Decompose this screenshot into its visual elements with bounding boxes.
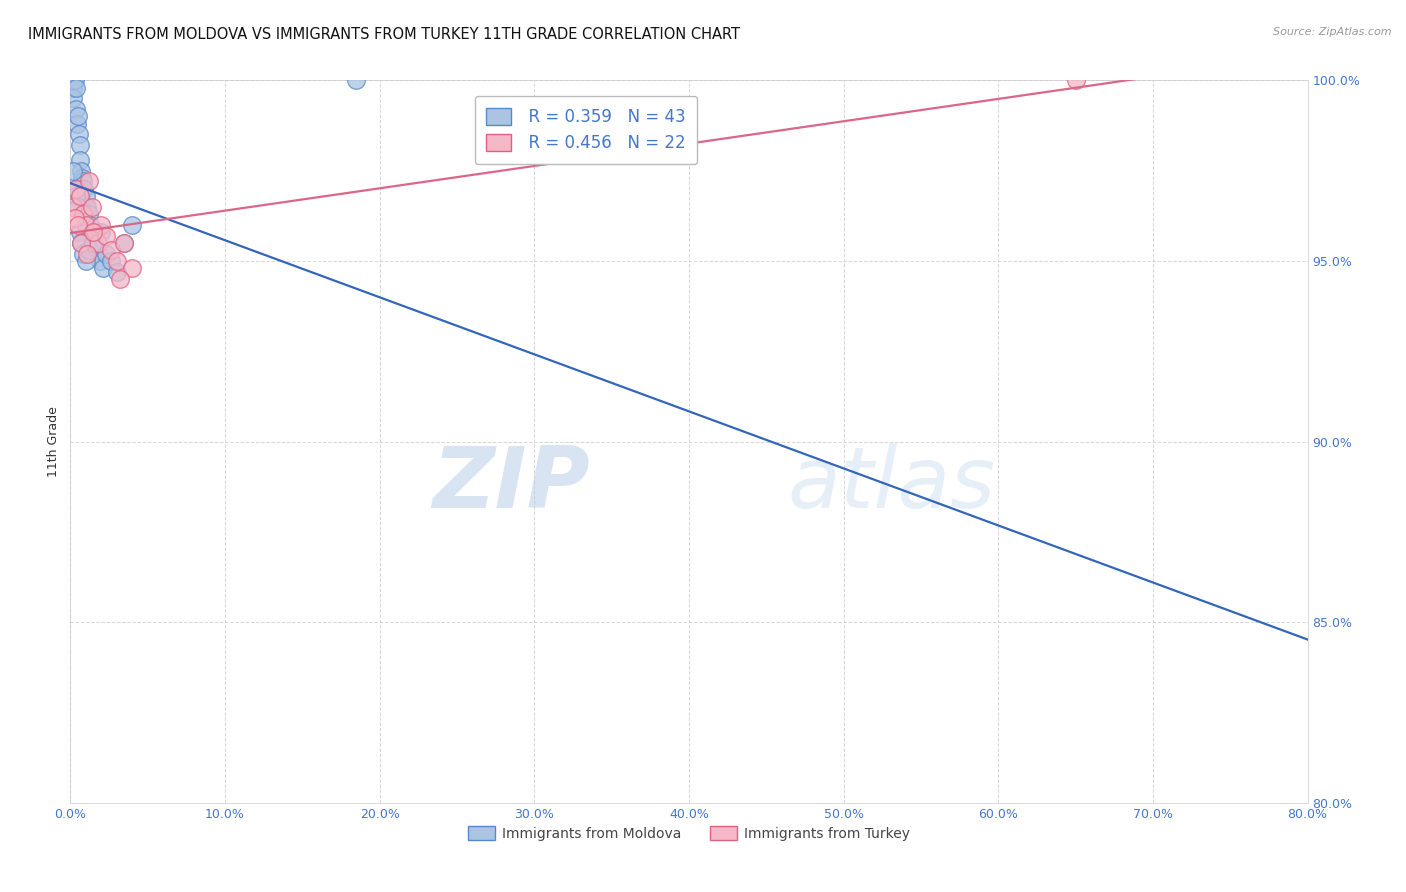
Point bbox=[72, 174, 94, 188]
Point bbox=[67, 200, 90, 214]
Point bbox=[121, 261, 143, 276]
Point bbox=[87, 235, 110, 250]
Point bbox=[80, 225, 103, 239]
Point bbox=[94, 246, 117, 260]
Point bbox=[65, 181, 87, 195]
Point bbox=[77, 207, 100, 221]
Point bbox=[67, 218, 90, 232]
Point bbox=[75, 218, 97, 232]
Point bbox=[70, 170, 93, 185]
Point bbox=[62, 163, 84, 178]
Text: Source: ZipAtlas.com: Source: ZipAtlas.com bbox=[1274, 27, 1392, 37]
Point bbox=[75, 189, 97, 203]
Point bbox=[77, 243, 100, 257]
Point bbox=[77, 174, 100, 188]
Point bbox=[79, 218, 101, 232]
Point bbox=[114, 235, 135, 250]
Point bbox=[82, 235, 105, 250]
Point bbox=[76, 246, 98, 260]
Point bbox=[73, 181, 96, 195]
Point bbox=[75, 254, 97, 268]
Point bbox=[63, 211, 86, 225]
Point bbox=[346, 73, 368, 87]
Point bbox=[100, 243, 122, 257]
Point bbox=[76, 200, 98, 214]
Point bbox=[66, 117, 89, 131]
Point bbox=[82, 225, 105, 239]
Point bbox=[94, 228, 117, 243]
Point bbox=[69, 153, 91, 167]
Point bbox=[105, 265, 128, 279]
Y-axis label: 11th Grade: 11th Grade bbox=[46, 406, 60, 477]
Text: atlas: atlas bbox=[787, 443, 995, 526]
Point bbox=[63, 73, 86, 87]
Point bbox=[91, 261, 114, 276]
Point bbox=[63, 73, 86, 87]
Point bbox=[80, 200, 103, 214]
Point bbox=[62, 91, 84, 105]
Point bbox=[70, 235, 93, 250]
Point bbox=[72, 181, 94, 195]
Point bbox=[70, 235, 93, 250]
Point bbox=[62, 80, 84, 95]
Text: IMMIGRANTS FROM MOLDOVA VS IMMIGRANTS FROM TURKEY 11TH GRADE CORRELATION CHART: IMMIGRANTS FROM MOLDOVA VS IMMIGRANTS FR… bbox=[28, 27, 740, 42]
Point bbox=[69, 189, 91, 203]
Point bbox=[121, 218, 143, 232]
Point bbox=[100, 254, 122, 268]
Point bbox=[82, 235, 105, 250]
Point bbox=[67, 128, 90, 142]
Text: ZIP: ZIP bbox=[432, 443, 591, 526]
Point bbox=[90, 218, 112, 232]
Point bbox=[105, 254, 128, 268]
Point bbox=[63, 181, 86, 195]
Point bbox=[62, 200, 84, 214]
Point bbox=[72, 207, 94, 221]
Point bbox=[67, 109, 90, 123]
Point bbox=[65, 102, 87, 116]
Point bbox=[69, 138, 91, 153]
Point bbox=[86, 243, 108, 257]
Point bbox=[90, 225, 112, 239]
Point bbox=[1064, 73, 1087, 87]
Point bbox=[65, 189, 87, 203]
Point bbox=[72, 246, 94, 260]
Point bbox=[70, 163, 93, 178]
Legend: Immigrants from Moldova, Immigrants from Turkey: Immigrants from Moldova, Immigrants from… bbox=[463, 821, 915, 847]
Point bbox=[84, 225, 107, 239]
Point bbox=[69, 225, 91, 239]
Point bbox=[89, 254, 111, 268]
Point bbox=[65, 80, 87, 95]
Point bbox=[108, 272, 131, 286]
Point bbox=[114, 235, 135, 250]
